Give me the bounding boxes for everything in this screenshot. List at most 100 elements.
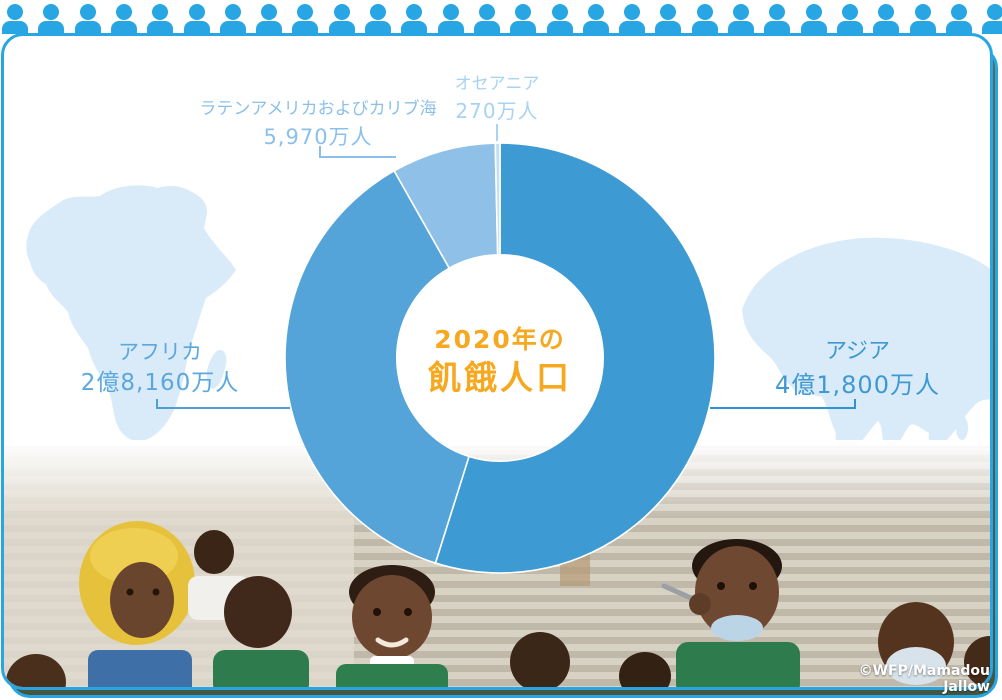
person-icon-head	[442, 4, 459, 20]
photo-face	[352, 575, 432, 659]
person-icon-head	[660, 4, 677, 20]
person-icon	[509, 4, 537, 34]
photo-face	[110, 562, 174, 638]
photo-head	[619, 652, 671, 687]
person-icon-head	[587, 4, 604, 20]
person-icon-head	[79, 4, 96, 20]
person-icon	[328, 4, 356, 34]
person-icon-head	[297, 4, 314, 20]
leader-line-asia	[710, 399, 856, 409]
donut-chart	[284, 142, 716, 574]
person-icon-head	[733, 4, 749, 20]
person-icon-head	[261, 4, 278, 20]
photo-head	[224, 576, 292, 648]
person-icon	[110, 4, 138, 34]
person-icon-torso	[836, 21, 863, 34]
photo-eye	[404, 608, 412, 616]
person-icon	[437, 4, 465, 34]
infographic-card	[1, 33, 993, 690]
person-icon-torso	[183, 21, 210, 34]
donut-slice-oceania	[494, 142, 501, 256]
chart-title-line1: 2020年の	[434, 325, 566, 354]
photo-head	[964, 636, 990, 687]
photo-head	[194, 530, 234, 574]
leader-line-africa	[156, 399, 290, 409]
person-icon	[74, 4, 102, 34]
photo-head	[510, 632, 570, 687]
person-icon-head	[333, 4, 350, 20]
person-icon-torso	[292, 21, 319, 34]
person-icon-torso	[800, 21, 827, 34]
person-icon-torso	[982, 21, 1002, 34]
person-icon-head	[43, 4, 60, 20]
segment-value: 5,970万人	[263, 124, 373, 149]
segment-name: アジア	[824, 339, 891, 364]
person-icon	[1, 4, 29, 34]
photo-uniform	[336, 664, 448, 687]
person-icon-torso	[256, 21, 283, 34]
person-icon-torso	[873, 21, 900, 34]
photo-uniform	[213, 650, 309, 687]
africa-map	[26, 185, 236, 441]
person-icon-torso	[764, 21, 791, 34]
segment-label-asia: アジア 4億1,800万人	[755, 336, 960, 403]
photo-head	[6, 654, 66, 687]
person-icon-torso	[38, 21, 65, 34]
person-icon	[836, 4, 864, 34]
person-icon-head	[478, 4, 495, 20]
photo-eye	[126, 588, 134, 596]
person-icon-head	[987, 4, 1002, 20]
person-icon-head	[696, 4, 713, 20]
person-icon-head	[7, 4, 23, 20]
person-icon-torso	[401, 21, 428, 34]
person-icon-torso	[74, 21, 101, 34]
photo-uniform	[676, 642, 800, 687]
person-icon-torso	[473, 21, 500, 34]
person-icon-torso	[147, 21, 174, 34]
person-icon-head	[188, 4, 205, 20]
person-icon	[618, 4, 646, 34]
person-icon-head	[370, 4, 386, 20]
photo-credit: ©WFP/Mamadou Jallow	[858, 663, 990, 695]
person-icon-row	[0, 4, 1002, 34]
person-icon-head	[841, 4, 858, 20]
person-icon	[400, 4, 428, 34]
person-icon-torso	[219, 21, 246, 34]
photo-smile	[375, 637, 409, 648]
person-icon-torso	[655, 21, 682, 34]
person-icon-torso	[619, 21, 646, 34]
person-icon-torso	[582, 21, 609, 34]
person-icon-torso	[510, 21, 537, 34]
photo-blue-wrap	[88, 650, 192, 687]
leader-line-latam	[319, 146, 396, 158]
person-icon-head	[152, 4, 169, 20]
donut-slice-africa	[284, 169, 471, 565]
person-icon-head	[769, 4, 786, 20]
madagascar-map	[206, 349, 227, 389]
person-icon-head	[805, 4, 822, 20]
photo-hand	[689, 593, 711, 615]
person-icon-torso	[365, 21, 391, 34]
segment-label-oceania: オセアニア 270万人	[397, 72, 597, 126]
photo-eye	[373, 608, 381, 616]
chart-title: 2020年の 飢餓人口	[400, 324, 600, 399]
person-icon-head	[950, 4, 967, 20]
person-icon	[654, 4, 682, 34]
photo-eye	[749, 582, 757, 590]
photo-eye	[717, 582, 725, 590]
segment-label-africa: アフリカ 2億8,160万人	[60, 337, 260, 401]
person-icon	[800, 4, 828, 34]
person-icon	[981, 4, 1002, 34]
photo-mask-lowered	[711, 615, 763, 641]
segment-name: オセアニア	[454, 74, 540, 94]
asia-map	[742, 237, 990, 455]
person-icon	[763, 4, 791, 34]
leader-lines	[156, 124, 856, 409]
person-icon	[255, 4, 283, 34]
photo-mask	[886, 647, 946, 685]
donut-slice-asia	[434, 142, 716, 574]
person-icon	[945, 4, 973, 34]
person-icon-head	[224, 4, 241, 20]
person-icon-torso	[437, 21, 464, 34]
